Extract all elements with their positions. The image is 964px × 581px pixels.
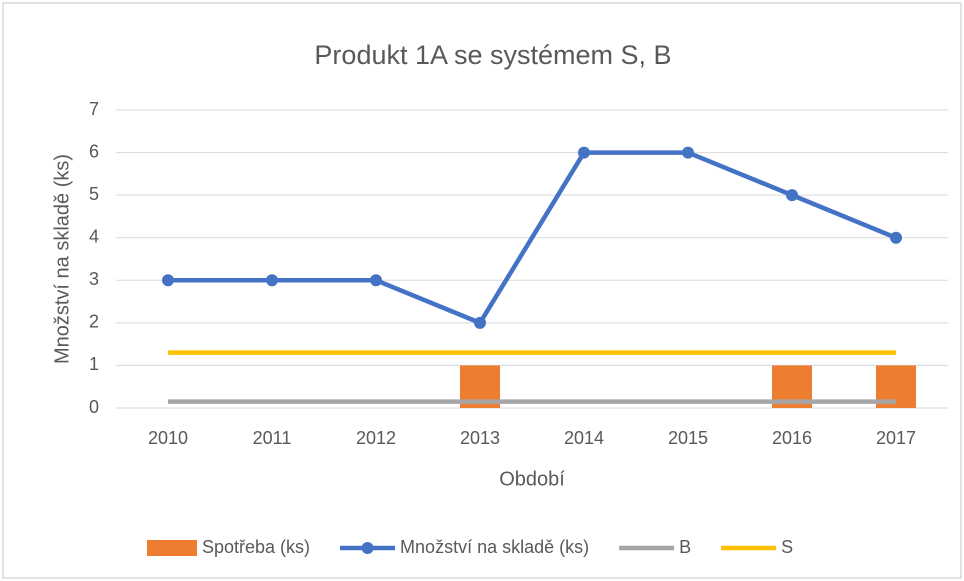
marker — [370, 274, 382, 287]
y-tick-label: 0 — [89, 397, 99, 417]
y-tick-label: 6 — [89, 141, 99, 161]
x-tick-label: 2010 — [148, 428, 188, 448]
legend-label: B — [679, 537, 691, 557]
y-tick-label: 7 — [89, 99, 99, 119]
marker — [578, 146, 590, 159]
y-axis-title: Množství na skladě (ks) — [51, 154, 73, 364]
y-tick-label: 5 — [89, 184, 99, 204]
x-tick-label: 2013 — [460, 428, 500, 448]
x-tick-label: 2012 — [356, 428, 396, 448]
legend-swatch — [147, 540, 197, 556]
marker — [266, 274, 278, 287]
line — [168, 150, 897, 326]
y-tick-label: 3 — [89, 269, 99, 289]
legend-marker — [361, 542, 374, 554]
marker — [890, 231, 902, 244]
x-tick-label: 2016 — [772, 428, 812, 448]
marker — [162, 274, 174, 287]
legend-label: Spotřeba (ks) — [202, 537, 310, 557]
x-tick-label: 2014 — [564, 428, 604, 448]
marker — [786, 189, 798, 202]
y-tick-label: 1 — [89, 354, 99, 374]
chart-title: Produkt 1A se systémem S, B — [314, 40, 671, 70]
legend-label: Množství na skladě (ks) — [400, 537, 589, 557]
x-tick-label: 2017 — [876, 428, 916, 448]
marker — [682, 146, 694, 159]
legend-label: S — [781, 537, 793, 557]
x-axis-title: Období — [499, 468, 565, 490]
y-tick-label: 4 — [89, 226, 99, 246]
y-tick-label: 2 — [89, 312, 99, 332]
marker — [474, 316, 486, 329]
x-tick-label: 2015 — [668, 428, 708, 448]
x-tick-label: 2011 — [253, 428, 292, 448]
